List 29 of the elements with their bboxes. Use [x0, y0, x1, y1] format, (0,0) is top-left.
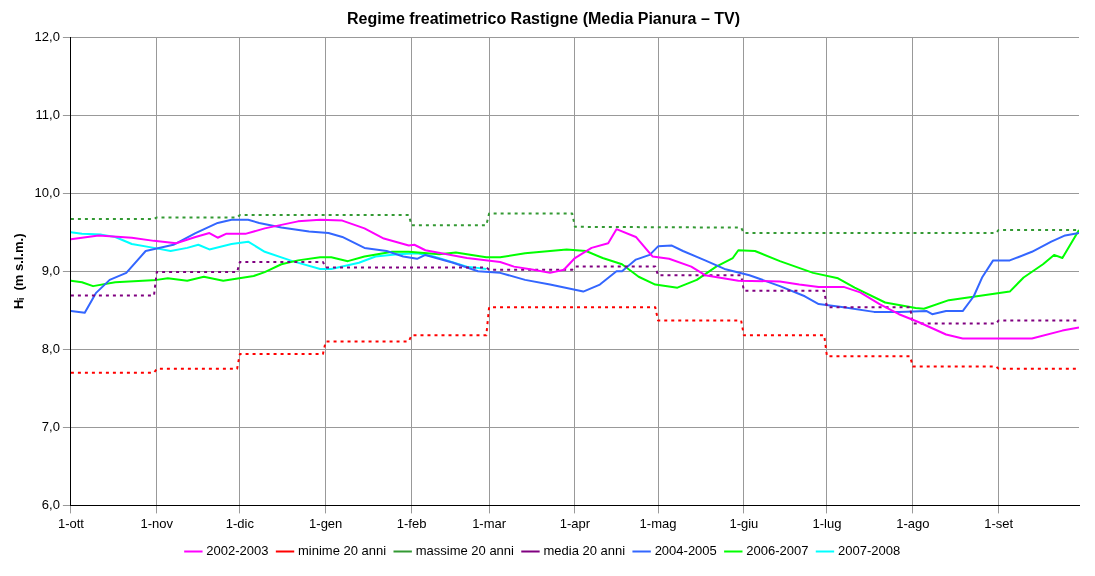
- x-tick-label: 1-giu: [729, 515, 759, 531]
- y-tick-label: 12,0: [34, 28, 60, 44]
- x-tick-label: 1-ago: [896, 515, 930, 531]
- y-tick-label: 10,0: [34, 184, 60, 200]
- y-tick-label: 9,0: [41, 262, 60, 278]
- line-series: [70, 212, 1079, 235]
- legend-label: 2006-2007: [746, 543, 809, 559]
- legend-label: minime 20 anni: [298, 543, 387, 559]
- legend-label: media 20 anni: [543, 543, 626, 559]
- legend-label: massime 20 anni: [415, 543, 515, 559]
- y-tick-label: 7,0: [41, 418, 60, 434]
- x-tick-label: 1-mag: [639, 515, 677, 531]
- x-tick-label: 1-dic: [225, 515, 255, 531]
- legend-label: 2004-2005: [654, 543, 717, 559]
- x-tick-label: 1-apr: [559, 515, 591, 531]
- y-tick-label: 8,0: [41, 340, 60, 356]
- chart-title: Regime freatimetrico Rastigne (Media Pianura – TV): [347, 10, 740, 28]
- x-tick-label: 1-set: [984, 515, 1014, 531]
- x-tick-label: 1-nov: [140, 515, 174, 531]
- y-axis-title: Hᵢ (m s.l.m.): [11, 233, 27, 310]
- x-tick-label: 1-lug: [812, 515, 842, 531]
- legend-label: 2002-2003: [206, 543, 269, 559]
- legend-label: 2007-2008: [837, 543, 901, 559]
- x-tick-label: 1-ott: [57, 515, 85, 531]
- y-tick-label: 11,0: [35, 106, 60, 122]
- y-tick-label: 6,0: [41, 496, 60, 512]
- x-tick-label: 1-gen: [309, 515, 343, 531]
- x-tick-label: 1-mar: [472, 515, 507, 531]
- x-tick-label: 1-feb: [396, 515, 427, 531]
